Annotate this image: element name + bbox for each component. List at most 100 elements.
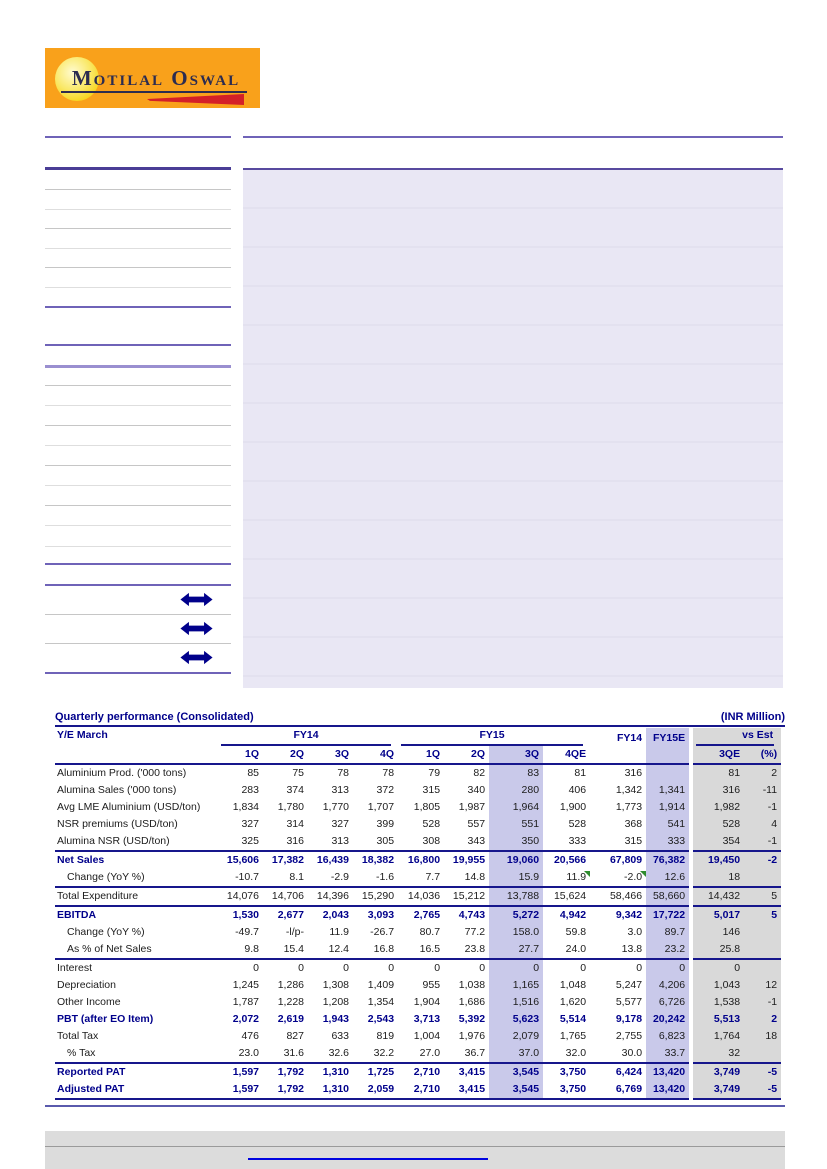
table-cell: 313	[331, 835, 349, 847]
table-cell: 79	[428, 767, 441, 779]
placeholder-line	[243, 136, 783, 138]
table-cell: 333	[646, 833, 692, 851]
table-cell: 1,686	[458, 996, 486, 1008]
table-cell: 33.7	[646, 1045, 692, 1063]
fy14-annual-header: FY14	[616, 732, 643, 744]
table-cell: 3,545	[489, 1081, 544, 1100]
quarter-header: 3Q	[308, 746, 353, 765]
sun-icon	[55, 57, 99, 101]
table-cell: 2,072	[232, 1013, 259, 1025]
table-cell: 58,466	[590, 886, 647, 906]
row-label: NSR premiums (USD/ton)	[57, 818, 178, 830]
table-cell: 1,409	[367, 979, 395, 991]
table-cell: 1,043	[689, 977, 745, 994]
table-cell: 1,310	[308, 1062, 353, 1081]
table-cell: 85	[247, 767, 259, 779]
table-cell: -11	[744, 782, 782, 799]
row-label: Net Sales	[55, 850, 218, 869]
est-pct-header: (%)	[744, 746, 782, 765]
footer-link-underline[interactable]	[248, 1158, 488, 1160]
table-cell: 158.0	[489, 924, 544, 941]
table-cell: 1,597	[218, 1062, 263, 1081]
table-cell: 819	[376, 1030, 395, 1042]
table-cell: 9,342	[590, 905, 647, 924]
table-cell: 308	[422, 835, 441, 847]
footer-band-divider	[45, 1146, 785, 1147]
table-cell: 528	[568, 818, 587, 830]
table-cell: 11.9	[329, 926, 349, 938]
table-cell: -2.9	[330, 871, 349, 883]
table-cell: -5	[744, 1081, 782, 1100]
table-cell: 20,566	[543, 850, 591, 869]
table-cell: 1,310	[308, 1081, 353, 1100]
table-cell	[744, 1045, 782, 1063]
table-cell: 0	[590, 958, 647, 977]
table-cell: 3,749	[689, 1081, 745, 1100]
table-row: % Tax 23.0 31.6 32.6 32.2 27.0 36.7 37.0 32.0 30.…	[55, 1045, 782, 1063]
table-cell: 313	[331, 784, 349, 796]
table-cell: 1,354	[367, 996, 395, 1008]
table-cell: 7.7	[425, 871, 441, 883]
placeholder-line	[45, 385, 231, 386]
table-cell: 1,038	[458, 979, 486, 991]
table-cell: -10.7	[235, 871, 259, 883]
table-cell: 1,834	[232, 801, 259, 813]
table-cell: 5,272	[489, 905, 544, 924]
table-cell: 1,914	[646, 799, 692, 816]
table-cell: 32.0	[565, 1047, 587, 1059]
table-cell: 3,545	[489, 1062, 544, 1081]
row-label: EBITDA	[55, 905, 218, 924]
table-cell: 2,079	[489, 1028, 544, 1045]
table-cell: 557	[467, 818, 486, 830]
table-cell: 16.5	[419, 943, 441, 955]
table-cell: 5,577	[615, 996, 643, 1008]
table-cell: 955	[422, 979, 441, 991]
table-cell: 25.8	[689, 941, 745, 959]
table-cell: 1,245	[232, 979, 259, 991]
placeholder-line	[45, 228, 231, 229]
table-cell: 1,228	[277, 996, 304, 1008]
placeholder-line	[45, 584, 231, 586]
table-cell: 1,620	[559, 996, 587, 1008]
table-cell: 16,800	[398, 850, 445, 869]
row-axis-label: Y/E March	[57, 729, 108, 741]
table-cell: 1,004	[413, 1030, 441, 1042]
table-cell: -1	[744, 799, 782, 816]
table-cell: 2	[744, 764, 782, 782]
table-cell: 67,809	[590, 850, 647, 869]
table-cell: 6,726	[646, 994, 692, 1011]
table-row: Total Tax 476 827 633 819 1,004 1,976 2,079 1,76…	[55, 1028, 782, 1045]
table-row: Total Expenditure 14,076 14,706 14,396 15,29…	[55, 886, 782, 906]
quarter-header: 1Q	[218, 746, 263, 765]
table-cell: -5	[744, 1062, 782, 1081]
table-cell: 1,900	[559, 801, 587, 813]
table-cell	[744, 924, 782, 941]
quarterly-performance-section: Quarterly performance (Consolidated) (IN…	[55, 710, 785, 1100]
table-cell: -1	[744, 833, 782, 851]
row-label: PBT (after EO Item)	[57, 1013, 154, 1025]
table-cell: 23.2	[646, 941, 692, 959]
table-row: Change (YoY %) -49.7 -l/p- 11.9 -26.7 80.7 77.…	[55, 924, 782, 941]
table-cell: 3,713	[413, 1013, 441, 1025]
table-cell: 17,382	[263, 850, 308, 869]
table-cell: 83	[489, 764, 544, 782]
table-cell: 9.8	[244, 943, 259, 955]
table-cell: 76,382	[646, 850, 692, 869]
table-row: Other Income 1,787 1,228 1,208 1,354 1,904 1,6…	[55, 994, 782, 1011]
row-label: Interest	[55, 958, 218, 977]
table-cell: 23.0	[238, 1047, 259, 1059]
table-body: Aluminium Prod. ('000 tons) 85 75 78 78 79 82 8…	[55, 764, 782, 1100]
logo-text: Motilal Oswal	[71, 66, 241, 90]
table-title: Quarterly performance (Consolidated)	[55, 711, 254, 723]
placeholder-line	[45, 465, 231, 466]
table-cell: 14,076	[218, 886, 263, 906]
table-row: As % of Net Sales 9.8 15.4 12.4 16.8 16.5 23.8…	[55, 941, 782, 959]
table-cell: 8.1	[289, 871, 304, 883]
table-cell: 37.0	[489, 1045, 544, 1063]
table-cell: 633	[331, 1030, 349, 1042]
table-cell: 3,749	[689, 1062, 745, 1081]
table-cell: 476	[241, 1030, 259, 1042]
table-cell: 2,710	[398, 1062, 445, 1081]
double-arrow-icon	[180, 620, 213, 637]
table-cell: 399	[376, 818, 395, 830]
